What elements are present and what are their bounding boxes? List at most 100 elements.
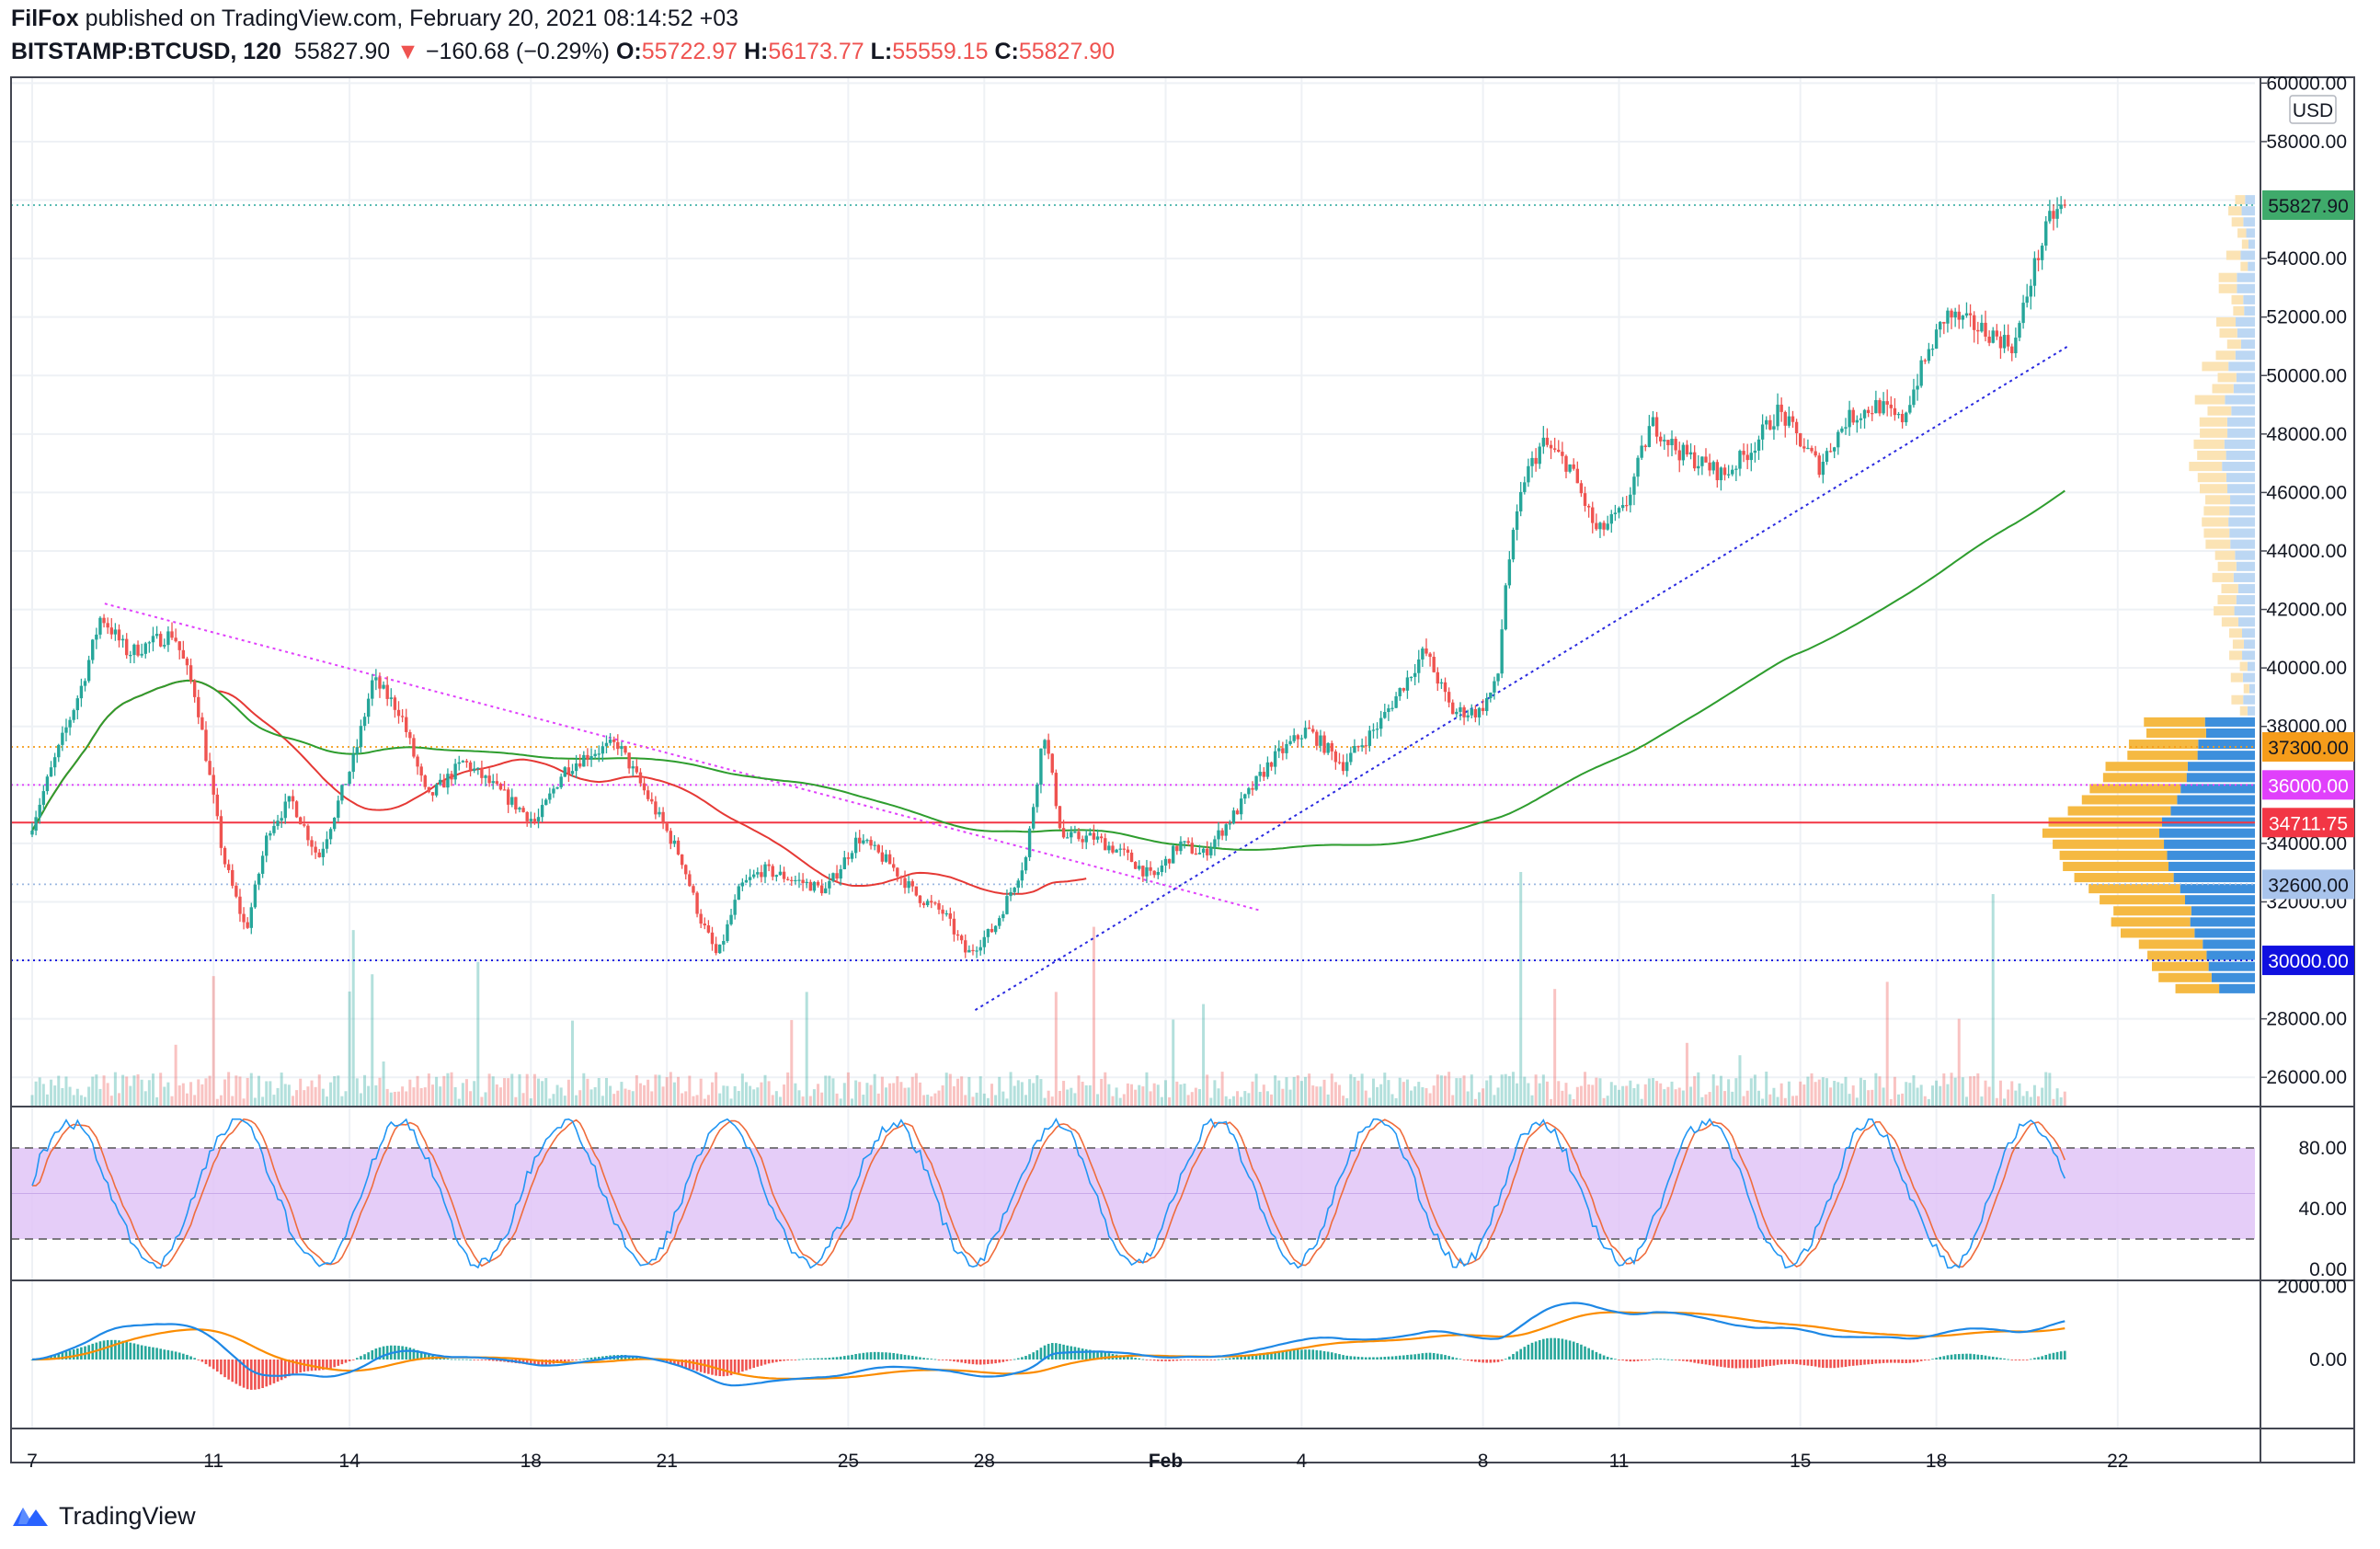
candle-body xyxy=(1900,413,1905,423)
macd-histogram-bar xyxy=(1908,1360,1912,1363)
macd-histogram-bar xyxy=(1224,1358,1228,1360)
profile-up-bar xyxy=(2237,617,2255,627)
macd-histogram-bar xyxy=(261,1360,264,1389)
time-axis[interactable]: 7 11 14 18 21 25 28 Feb 4 8 11 15 18 22 xyxy=(27,1451,2128,1472)
volume-bar xyxy=(1489,1075,1493,1107)
price-axis[interactable]: 60000.0058000.0054000.0052000.0050000.00… xyxy=(2260,73,2347,1371)
volume-bar xyxy=(1164,1080,1167,1107)
macd-histogram-bar xyxy=(1334,1353,1337,1360)
tradingview-brand[interactable]: TradingView xyxy=(59,1501,196,1530)
volume-bar xyxy=(1516,1083,1519,1107)
price-tick-label: 28000.00 xyxy=(2266,1009,2347,1030)
macd-histogram-bar xyxy=(53,1355,56,1360)
volume-bar xyxy=(1973,1075,1976,1107)
candle-body xyxy=(371,680,374,699)
volume-bar xyxy=(1889,1098,1893,1107)
macd-histogram-bar xyxy=(1104,1352,1107,1360)
candle-body xyxy=(1688,452,1693,455)
profile-up-bar xyxy=(2180,784,2255,794)
macd-histogram-bar xyxy=(741,1360,744,1372)
candle-body xyxy=(518,808,521,810)
macd-histogram-bar xyxy=(1493,1360,1496,1363)
volume-bar xyxy=(749,1085,752,1107)
volume-profile xyxy=(2042,195,2255,993)
volume-bar xyxy=(1265,1091,1269,1107)
time-tick-label: Feb xyxy=(1149,1451,1183,1472)
candle-body xyxy=(246,922,249,928)
volume-bar xyxy=(1274,1075,1277,1107)
volume-bar xyxy=(1795,1096,1799,1107)
price-tag-label: 30000.00 xyxy=(2268,951,2349,972)
profile-down-bar xyxy=(2214,550,2236,560)
author-name[interactable]: FilFox xyxy=(11,6,79,31)
macd-histogram-bar xyxy=(1987,1356,1991,1360)
macd-histogram-bar xyxy=(340,1360,344,1365)
volume-bar xyxy=(729,1098,733,1107)
candle-body xyxy=(125,638,129,656)
volume-bar xyxy=(589,1089,593,1107)
candle-body xyxy=(665,823,669,832)
volume-bar xyxy=(102,1075,106,1107)
volume-bar xyxy=(733,1085,737,1107)
volume-bar xyxy=(677,1076,681,1107)
volume-bar xyxy=(295,1090,299,1107)
candle-body xyxy=(1058,806,1062,829)
macd-histogram-bar xyxy=(106,1339,109,1360)
volume-bar xyxy=(439,1086,442,1107)
candle-body xyxy=(733,900,737,915)
macd-histogram-bar xyxy=(1749,1360,1753,1369)
macd-histogram-bar xyxy=(344,1360,348,1363)
profile-down-bar xyxy=(2229,628,2243,638)
macd-histogram-bar xyxy=(496,1360,498,1361)
candle-body xyxy=(726,924,729,942)
volume-bar xyxy=(1111,1096,1115,1107)
candle-body xyxy=(1609,514,1613,524)
macd-histogram-bar xyxy=(227,1360,230,1380)
volume-bar xyxy=(695,1095,699,1107)
macd-histogram-bar xyxy=(779,1360,782,1362)
macd-histogram-bar xyxy=(775,1360,778,1362)
volume-bar xyxy=(582,1073,586,1107)
candle-body xyxy=(1149,866,1152,871)
candle-body xyxy=(722,941,726,945)
tradingview-logo-icon[interactable] xyxy=(11,1502,50,1530)
macd-histogram-bar xyxy=(1742,1360,1745,1369)
candle-body xyxy=(269,832,272,836)
candle-body xyxy=(570,771,575,774)
volume-bar xyxy=(1844,1076,1848,1107)
candle-body xyxy=(1285,744,1288,753)
candle-body xyxy=(1104,838,1107,851)
volume-bar xyxy=(2052,1098,2055,1107)
volume-bar xyxy=(113,1072,117,1107)
macd-histogram-bar xyxy=(1856,1360,1859,1366)
candle-body xyxy=(839,869,842,879)
volume-bar xyxy=(1643,1084,1647,1107)
volume-bar xyxy=(722,1085,726,1107)
macd-histogram-bar xyxy=(1530,1342,1534,1360)
candle-body xyxy=(1504,585,1507,630)
macd-histogram-bar xyxy=(333,1360,336,1368)
macd-histogram-bar xyxy=(337,1360,340,1366)
volume-bar xyxy=(1285,1077,1288,1107)
candle-body xyxy=(1183,841,1186,843)
macd-histogram-bar xyxy=(1693,1360,1696,1363)
candle-body xyxy=(993,925,998,933)
volume-bar xyxy=(1330,1073,1333,1107)
volume-bar xyxy=(930,1096,933,1107)
candle-body xyxy=(887,854,892,865)
profile-down-bar xyxy=(2217,561,2237,571)
volume-bar xyxy=(72,1095,75,1107)
symbol-label[interactable]: BITSTAMP:BTCUSD, 120 xyxy=(11,39,282,64)
candle-body xyxy=(1889,404,1893,408)
volume-bar xyxy=(1802,1084,1806,1107)
candle-body xyxy=(1934,329,1939,350)
candle-body xyxy=(1950,310,1953,318)
candle-body xyxy=(1817,455,1821,476)
candle-body xyxy=(1428,653,1432,658)
candle-body xyxy=(853,837,858,854)
macd-histogram-bar xyxy=(903,1354,907,1360)
macd-histogram-bar xyxy=(1372,1357,1375,1360)
profile-up-bar xyxy=(2198,740,2255,750)
macd-histogram-bar xyxy=(1542,1338,1545,1360)
